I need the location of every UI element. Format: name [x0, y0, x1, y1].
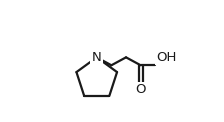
Text: O: O — [136, 83, 146, 96]
Text: N: N — [92, 51, 102, 64]
Text: OH: OH — [156, 51, 177, 64]
